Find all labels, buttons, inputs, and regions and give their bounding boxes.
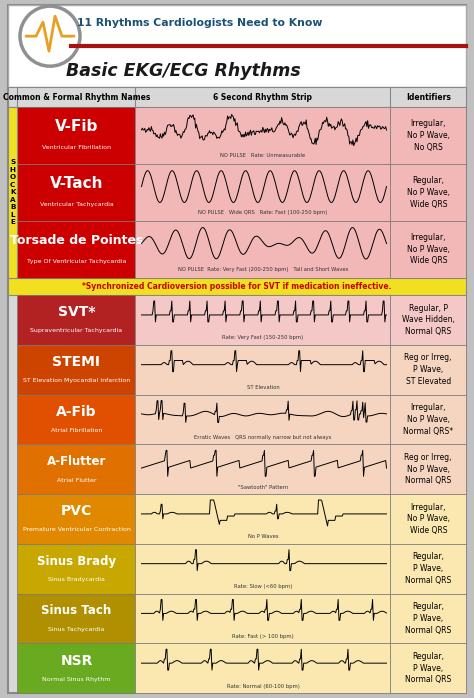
FancyBboxPatch shape: [136, 644, 391, 693]
FancyBboxPatch shape: [136, 494, 391, 544]
Text: Sinus Bradycardia: Sinus Bradycardia: [48, 577, 105, 582]
FancyBboxPatch shape: [391, 394, 466, 445]
FancyBboxPatch shape: [18, 295, 136, 345]
Text: SVT*: SVT*: [58, 306, 95, 320]
FancyBboxPatch shape: [8, 5, 466, 87]
Text: Regular,
P Wave,
Normal QRS: Regular, P Wave, Normal QRS: [405, 652, 451, 685]
FancyBboxPatch shape: [8, 278, 466, 295]
FancyBboxPatch shape: [136, 394, 391, 445]
Text: NO PULSE   Wide QRS   Rate: Fast (100-250 bpm): NO PULSE Wide QRS Rate: Fast (100-250 bp…: [198, 210, 328, 215]
Text: Sinus Tachycardia: Sinus Tachycardia: [48, 627, 105, 632]
Text: Rate: Normal (60-100 bpm): Rate: Normal (60-100 bpm): [227, 683, 300, 688]
Text: ST Elevation: ST Elevation: [246, 385, 279, 390]
FancyBboxPatch shape: [18, 544, 136, 593]
FancyBboxPatch shape: [136, 345, 391, 394]
Text: Torsade de Pointes: Torsade de Pointes: [10, 234, 143, 247]
Text: S
H
O
C
K
A
B
L
E: S H O C K A B L E: [9, 159, 16, 225]
FancyBboxPatch shape: [8, 107, 18, 278]
FancyBboxPatch shape: [391, 345, 466, 394]
FancyBboxPatch shape: [391, 494, 466, 544]
Text: *Synchronized Cardioversion possible for SVT if medication ineffective.: *Synchronized Cardioversion possible for…: [82, 282, 392, 291]
Text: Reg or Irreg,
No P Wave,
Normal QRS: Reg or Irreg, No P Wave, Normal QRS: [404, 453, 452, 485]
Text: NO PULSE   Rate: Unmeasurable: NO PULSE Rate: Unmeasurable: [220, 154, 306, 158]
Text: Irregular,
No P Wave,
Normal QRS*: Irregular, No P Wave, Normal QRS*: [403, 403, 453, 436]
Text: Sinus Tach: Sinus Tach: [41, 604, 111, 618]
Text: NSR: NSR: [60, 653, 93, 668]
Text: Ventricular Tachycardia: Ventricular Tachycardia: [40, 202, 113, 207]
FancyBboxPatch shape: [136, 107, 391, 164]
FancyBboxPatch shape: [18, 107, 136, 164]
Text: Common & Formal Rhythm Names: Common & Formal Rhythm Names: [3, 93, 150, 101]
Text: Normal Sinus Rhythm: Normal Sinus Rhythm: [42, 676, 111, 681]
FancyBboxPatch shape: [18, 345, 136, 394]
Text: Erratic Waves   QRS normally narrow but not always: Erratic Waves QRS normally narrow but no…: [194, 435, 332, 440]
FancyBboxPatch shape: [136, 221, 391, 278]
Text: Reg or Irreg,
P Wave,
ST Elevated: Reg or Irreg, P Wave, ST Elevated: [404, 353, 452, 386]
Text: Ventricular Fibrillation: Ventricular Fibrillation: [42, 145, 111, 151]
Text: No P Waves: No P Waves: [248, 534, 278, 540]
Text: A-Flutter: A-Flutter: [47, 455, 106, 468]
Text: V-Fib: V-Fib: [55, 119, 98, 135]
FancyBboxPatch shape: [136, 295, 391, 345]
Text: "Sawtooth" Pattern: "Sawtooth" Pattern: [238, 484, 288, 489]
Text: Regular, P
Wave Hidden,
Normal QRS: Regular, P Wave Hidden, Normal QRS: [402, 304, 455, 336]
Text: Irregular,
No P Wave,
No QRS: Irregular, No P Wave, No QRS: [407, 119, 450, 151]
Text: Basic EKG/ECG Rhythms: Basic EKG/ECG Rhythms: [66, 61, 301, 80]
Text: NO PULSE  Rate: Very Fast (200-250 bpm)   Tall and Short Waves: NO PULSE Rate: Very Fast (200-250 bpm) T…: [178, 267, 348, 272]
Text: Sinus Brady: Sinus Brady: [37, 555, 116, 567]
Text: Identifiers: Identifiers: [406, 93, 451, 101]
FancyBboxPatch shape: [136, 164, 391, 221]
Text: Irregular,
No P Wave,
Wide QRS: Irregular, No P Wave, Wide QRS: [407, 503, 450, 535]
FancyBboxPatch shape: [391, 295, 466, 345]
Text: Supraventricular Tachycardia: Supraventricular Tachycardia: [30, 328, 123, 334]
FancyBboxPatch shape: [391, 593, 466, 644]
Text: Type Of Ventricular Tachycardia: Type Of Ventricular Tachycardia: [27, 259, 126, 264]
Text: Atrial Flutter: Atrial Flutter: [57, 477, 96, 482]
Text: Premature Ventricular Contraction: Premature Ventricular Contraction: [23, 528, 130, 533]
FancyBboxPatch shape: [18, 494, 136, 544]
Text: PVC: PVC: [61, 505, 92, 519]
FancyBboxPatch shape: [18, 593, 136, 644]
FancyBboxPatch shape: [391, 644, 466, 693]
Text: Regular,
No P Wave,
Wide QRS: Regular, No P Wave, Wide QRS: [407, 176, 450, 209]
Text: Irregular,
No P Wave,
Wide QRS: Irregular, No P Wave, Wide QRS: [407, 233, 450, 265]
Text: 11 Rhythms Cardiologists Need to Know: 11 Rhythms Cardiologists Need to Know: [77, 18, 322, 28]
Text: STEMI: STEMI: [53, 355, 100, 369]
FancyBboxPatch shape: [18, 445, 136, 494]
Text: Rate: Slow (<60 bpm): Rate: Slow (<60 bpm): [234, 584, 292, 589]
FancyBboxPatch shape: [136, 593, 391, 644]
FancyBboxPatch shape: [136, 445, 391, 494]
FancyBboxPatch shape: [391, 164, 466, 221]
FancyBboxPatch shape: [18, 221, 136, 278]
FancyBboxPatch shape: [136, 544, 391, 593]
Text: V-Tach: V-Tach: [50, 177, 103, 191]
Text: Atrial Fibrillation: Atrial Fibrillation: [51, 428, 102, 433]
FancyBboxPatch shape: [18, 644, 136, 693]
FancyBboxPatch shape: [391, 221, 466, 278]
FancyBboxPatch shape: [391, 445, 466, 494]
Text: 6 Second Rhythm Strip: 6 Second Rhythm Strip: [213, 93, 312, 101]
Text: ST Elevation Myocardial Infarction: ST Elevation Myocardial Infarction: [23, 378, 130, 383]
Text: Regular,
P Wave,
Normal QRS: Regular, P Wave, Normal QRS: [405, 602, 451, 634]
FancyBboxPatch shape: [8, 87, 466, 107]
FancyBboxPatch shape: [18, 394, 136, 445]
FancyBboxPatch shape: [18, 164, 136, 221]
FancyBboxPatch shape: [8, 5, 466, 693]
Text: Regular,
P Wave,
Normal QRS: Regular, P Wave, Normal QRS: [405, 552, 451, 585]
Text: A-Fib: A-Fib: [56, 405, 97, 419]
Text: Rate: Fast (> 100 bpm): Rate: Fast (> 100 bpm): [232, 634, 294, 639]
FancyBboxPatch shape: [391, 544, 466, 593]
Text: Rate: Very Fast (150-250 bpm): Rate: Very Fast (150-250 bpm): [222, 335, 304, 341]
FancyBboxPatch shape: [391, 107, 466, 164]
